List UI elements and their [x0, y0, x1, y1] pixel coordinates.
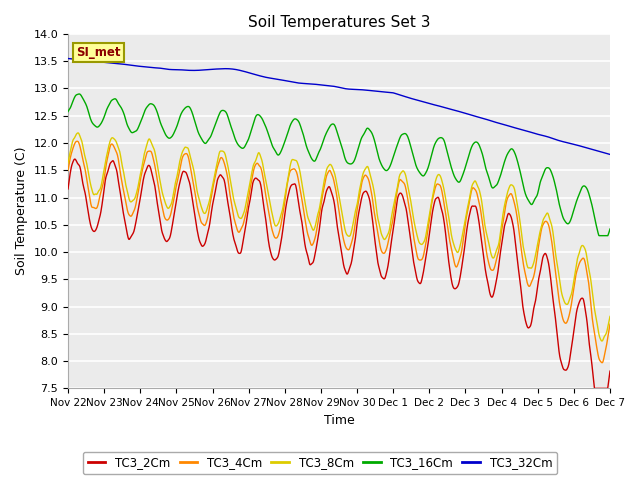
Title: Soil Temperatures Set 3: Soil Temperatures Set 3: [248, 15, 430, 30]
Legend: TC3_2Cm, TC3_4Cm, TC3_8Cm, TC3_16Cm, TC3_32Cm: TC3_2Cm, TC3_4Cm, TC3_8Cm, TC3_16Cm, TC3…: [83, 452, 557, 474]
Y-axis label: Soil Temperature (C): Soil Temperature (C): [15, 147, 28, 276]
Text: SI_met: SI_met: [76, 47, 121, 60]
X-axis label: Time: Time: [324, 414, 355, 427]
